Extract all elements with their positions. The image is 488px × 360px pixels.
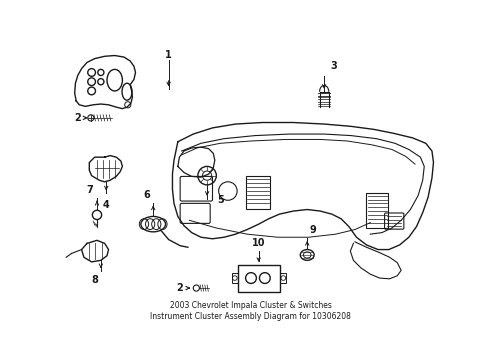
Text: 3: 3	[329, 61, 336, 71]
Text: 9: 9	[309, 225, 316, 235]
Bar	[231, 273, 238, 283]
Text: 6: 6	[143, 190, 150, 200]
Bar	[245, 176, 270, 209]
Text: 4: 4	[102, 200, 109, 210]
Bar	[366, 193, 387, 228]
Text: 7: 7	[86, 185, 93, 195]
Text: 5: 5	[217, 195, 224, 205]
Text: 2: 2	[176, 283, 183, 293]
Bar	[280, 273, 286, 283]
Bar	[238, 265, 280, 292]
Text: 2: 2	[74, 113, 81, 123]
Text: 10: 10	[251, 238, 265, 248]
Text: 1: 1	[165, 50, 172, 60]
Text: 2003 Chevrolet Impala Cluster & Switches
Instrument Cluster Assembly Diagram for: 2003 Chevrolet Impala Cluster & Switches…	[150, 301, 350, 321]
Text: 8: 8	[91, 275, 98, 285]
